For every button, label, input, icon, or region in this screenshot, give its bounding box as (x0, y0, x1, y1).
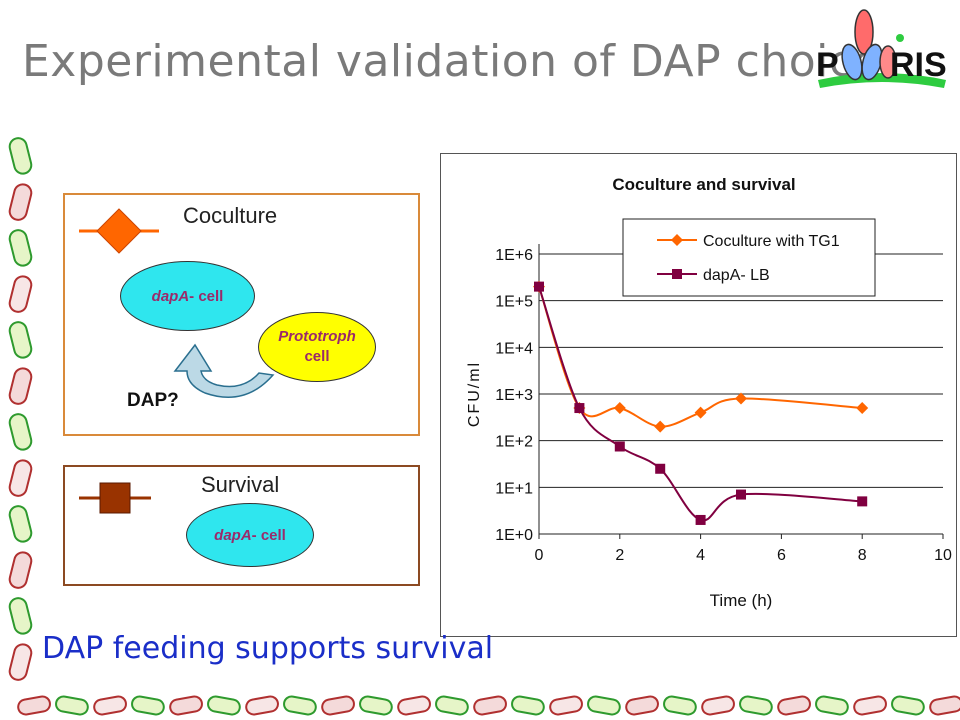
data-point (534, 281, 544, 292)
data-point (694, 406, 707, 419)
logo-text-left: P (816, 46, 839, 84)
dap-question-label: DAP? (127, 390, 179, 411)
data-point (856, 402, 869, 415)
legend-swatch-marker (671, 234, 683, 246)
data-point (614, 441, 625, 452)
y-tick-label: 1E+6 (495, 247, 533, 264)
prototroph-line2: cell (304, 348, 330, 365)
y-tick-label: 1E+2 (495, 434, 533, 451)
survival-panel: Survival dapA- cell (63, 465, 420, 586)
prototroph-cell: Prototroph cell (258, 312, 376, 382)
series-dapA-lb (534, 281, 868, 525)
legend-box (622, 218, 876, 297)
paris-logo: P RIS (812, 6, 952, 96)
dap-transfer-arrow-icon (173, 343, 275, 398)
logo-text-right: RIS (890, 46, 947, 84)
x-axis-label: Time (h) (710, 591, 773, 610)
legend-label: dapA- LB (703, 267, 770, 284)
y-axis-label: CFU/ml (466, 361, 483, 427)
x-tick-label: 10 (934, 547, 952, 564)
legend-swatch-marker (672, 269, 682, 279)
chart-legend: Coculture with TG1 dapA- LB (622, 218, 876, 297)
chart-canvas: Coculture and survival 1E+0 1E+1 1E+2 1E+3 1E… (466, 175, 952, 610)
data-point (736, 489, 746, 500)
dapA-cell-gene: dapA (214, 526, 252, 544)
y-tick-label: 1E+4 (495, 340, 533, 357)
survival-heading: Survival (201, 472, 280, 497)
series-line (538, 286, 863, 428)
legend-label: Coculture with TG1 (703, 233, 840, 250)
slide-title: Experimental validation of DAP choice (22, 36, 882, 87)
data-point (574, 403, 585, 414)
coculture-diamond-marker-icon (79, 208, 159, 254)
data-point (655, 463, 666, 474)
y-tick-label: 1E+1 (495, 480, 533, 497)
data-point (695, 514, 706, 525)
data-point (735, 392, 747, 405)
y-tick-label: 1E+3 (495, 387, 533, 404)
x-tick-label: 4 (696, 547, 705, 564)
conclusion-text: DAP feeding supports survival (42, 631, 494, 666)
dapA-cell-suffix: - cell (189, 287, 224, 305)
dapA-cell-gene: dapA (151, 287, 190, 305)
x-tick-label: 0 (535, 547, 544, 564)
dapA-cell-suffix: - cell (251, 526, 286, 544)
dapA-cell: dapA- cell (120, 261, 255, 331)
coculture-heading: Coculture (183, 203, 278, 228)
logo-graphic (818, 9, 946, 88)
survival-chart: Coculture and survival 1E+0 1E+1 1E+2 1E+3 1E… (440, 153, 957, 637)
data-point (857, 496, 868, 507)
y-tick-label: 1E+0 (495, 527, 533, 544)
x-tick-label: 6 (777, 547, 786, 564)
chart-title: Coculture and survival (612, 175, 795, 194)
y-tick-label: 1E+5 (495, 294, 533, 311)
dapA-cell: dapA- cell (186, 503, 314, 567)
data-point (654, 420, 667, 433)
x-tick-label: 8 (858, 547, 867, 564)
prototroph-line1: Prototroph (278, 328, 356, 345)
coculture-panel: Coculture dapA- cell Prototroph cell DAP? (63, 193, 420, 436)
x-tick-label: 2 (615, 547, 624, 564)
survival-square-marker-icon (79, 482, 151, 514)
data-point (613, 402, 626, 415)
